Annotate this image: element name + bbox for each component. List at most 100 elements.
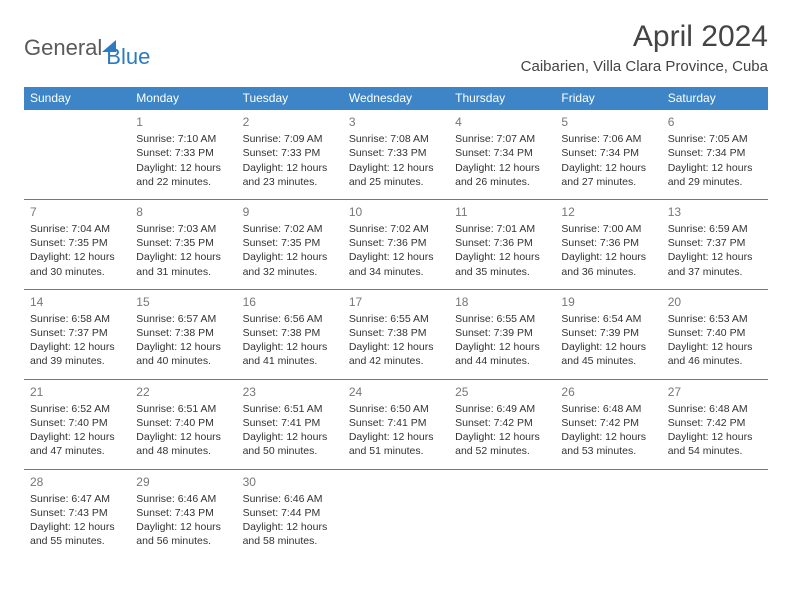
calendar-day-cell: 15Sunrise: 6:57 AMSunset: 7:38 PMDayligh… <box>130 289 236 379</box>
sunset-text: Sunset: 7:37 PM <box>30 326 124 340</box>
daylight-text: Daylight: 12 hours and 31 minutes. <box>136 250 230 278</box>
day-number: 29 <box>136 474 230 490</box>
sunrise-text: Sunrise: 6:51 AM <box>243 402 337 416</box>
day-number: 10 <box>349 204 443 220</box>
sunset-text: Sunset: 7:36 PM <box>455 236 549 250</box>
sunset-text: Sunset: 7:33 PM <box>136 146 230 160</box>
sunset-text: Sunset: 7:33 PM <box>243 146 337 160</box>
sunrise-text: Sunrise: 7:06 AM <box>561 132 655 146</box>
daylight-text: Daylight: 12 hours and 27 minutes. <box>561 161 655 189</box>
day-number: 7 <box>30 204 124 220</box>
calendar-day-cell: 30Sunrise: 6:46 AMSunset: 7:44 PMDayligh… <box>237 469 343 558</box>
day-number: 17 <box>349 294 443 310</box>
sunrise-text: Sunrise: 7:02 AM <box>243 222 337 236</box>
sunset-text: Sunset: 7:43 PM <box>30 506 124 520</box>
sunrise-text: Sunrise: 6:53 AM <box>668 312 762 326</box>
calendar-day-cell: 22Sunrise: 6:51 AMSunset: 7:40 PMDayligh… <box>130 379 236 469</box>
sunset-text: Sunset: 7:36 PM <box>349 236 443 250</box>
sunrise-text: Sunrise: 6:47 AM <box>30 492 124 506</box>
day-number: 4 <box>455 114 549 130</box>
day-number: 11 <box>455 204 549 220</box>
sunset-text: Sunset: 7:41 PM <box>243 416 337 430</box>
sunrise-text: Sunrise: 7:03 AM <box>136 222 230 236</box>
day-header: Tuesday <box>237 87 343 110</box>
sunset-text: Sunset: 7:38 PM <box>136 326 230 340</box>
sunrise-text: Sunrise: 7:04 AM <box>30 222 124 236</box>
sunrise-text: Sunrise: 6:48 AM <box>561 402 655 416</box>
day-number: 1 <box>136 114 230 130</box>
calendar-day-cell: 5Sunrise: 7:06 AMSunset: 7:34 PMDaylight… <box>555 110 661 200</box>
sunrise-text: Sunrise: 6:46 AM <box>243 492 337 506</box>
sunrise-text: Sunrise: 7:02 AM <box>349 222 443 236</box>
day-number: 22 <box>136 384 230 400</box>
calendar-day-cell <box>24 110 130 200</box>
daylight-text: Daylight: 12 hours and 46 minutes. <box>668 340 762 368</box>
daylight-text: Daylight: 12 hours and 47 minutes. <box>30 430 124 458</box>
day-number: 2 <box>243 114 337 130</box>
calendar-day-cell: 11Sunrise: 7:01 AMSunset: 7:36 PMDayligh… <box>449 199 555 289</box>
sunrise-text: Sunrise: 6:57 AM <box>136 312 230 326</box>
calendar-week-row: 7Sunrise: 7:04 AMSunset: 7:35 PMDaylight… <box>24 199 768 289</box>
page-header: General Blue April 2024 Caibarien, Villa… <box>24 20 768 75</box>
calendar-day-cell: 3Sunrise: 7:08 AMSunset: 7:33 PMDaylight… <box>343 110 449 200</box>
calendar-day-cell: 10Sunrise: 7:02 AMSunset: 7:36 PMDayligh… <box>343 199 449 289</box>
calendar-day-cell <box>555 469 661 558</box>
day-number: 14 <box>30 294 124 310</box>
calendar-day-cell: 16Sunrise: 6:56 AMSunset: 7:38 PMDayligh… <box>237 289 343 379</box>
day-header: Monday <box>130 87 236 110</box>
calendar-day-cell: 19Sunrise: 6:54 AMSunset: 7:39 PMDayligh… <box>555 289 661 379</box>
daylight-text: Daylight: 12 hours and 26 minutes. <box>455 161 549 189</box>
calendar-day-cell <box>662 469 768 558</box>
daylight-text: Daylight: 12 hours and 55 minutes. <box>30 520 124 548</box>
calendar-table: Sunday Monday Tuesday Wednesday Thursday… <box>24 87 768 558</box>
day-number: 26 <box>561 384 655 400</box>
calendar-day-cell: 23Sunrise: 6:51 AMSunset: 7:41 PMDayligh… <box>237 379 343 469</box>
calendar-day-cell: 25Sunrise: 6:49 AMSunset: 7:42 PMDayligh… <box>449 379 555 469</box>
daylight-text: Daylight: 12 hours and 32 minutes. <box>243 250 337 278</box>
sunrise-text: Sunrise: 7:07 AM <box>455 132 549 146</box>
sunrise-text: Sunrise: 7:08 AM <box>349 132 443 146</box>
day-header-row: Sunday Monday Tuesday Wednesday Thursday… <box>24 87 768 110</box>
sunset-text: Sunset: 7:44 PM <box>243 506 337 520</box>
day-number: 27 <box>668 384 762 400</box>
calendar-day-cell: 26Sunrise: 6:48 AMSunset: 7:42 PMDayligh… <box>555 379 661 469</box>
day-number: 3 <box>349 114 443 130</box>
calendar-day-cell: 24Sunrise: 6:50 AMSunset: 7:41 PMDayligh… <box>343 379 449 469</box>
daylight-text: Daylight: 12 hours and 44 minutes. <box>455 340 549 368</box>
calendar-day-cell: 13Sunrise: 6:59 AMSunset: 7:37 PMDayligh… <box>662 199 768 289</box>
sunrise-text: Sunrise: 7:10 AM <box>136 132 230 146</box>
sunrise-text: Sunrise: 6:51 AM <box>136 402 230 416</box>
sunrise-text: Sunrise: 7:00 AM <box>561 222 655 236</box>
daylight-text: Daylight: 12 hours and 50 minutes. <box>243 430 337 458</box>
sunrise-text: Sunrise: 6:54 AM <box>561 312 655 326</box>
calendar-body: 1Sunrise: 7:10 AMSunset: 7:33 PMDaylight… <box>24 110 768 559</box>
sunset-text: Sunset: 7:34 PM <box>455 146 549 160</box>
logo-text-blue: Blue <box>106 44 150 70</box>
day-number: 9 <box>243 204 337 220</box>
sunset-text: Sunset: 7:42 PM <box>561 416 655 430</box>
daylight-text: Daylight: 12 hours and 36 minutes. <box>561 250 655 278</box>
sunrise-text: Sunrise: 6:55 AM <box>455 312 549 326</box>
day-number: 21 <box>30 384 124 400</box>
calendar-day-cell: 1Sunrise: 7:10 AMSunset: 7:33 PMDaylight… <box>130 110 236 200</box>
calendar-day-cell: 27Sunrise: 6:48 AMSunset: 7:42 PMDayligh… <box>662 379 768 469</box>
daylight-text: Daylight: 12 hours and 51 minutes. <box>349 430 443 458</box>
sunrise-text: Sunrise: 6:55 AM <box>349 312 443 326</box>
calendar-day-cell: 4 Sunrise: 7:07 AMSunset: 7:34 PMDaylight… <box>449 110 555 200</box>
sunrise-text: Sunrise: 6:52 AM <box>30 402 124 416</box>
sunrise-text: Sunrise: 6:56 AM <box>243 312 337 326</box>
calendar-week-row: 1Sunrise: 7:10 AMSunset: 7:33 PMDaylight… <box>24 110 768 200</box>
calendar-week-row: 21Sunrise: 6:52 AMSunset: 7:40 PMDayligh… <box>24 379 768 469</box>
day-header: Saturday <box>662 87 768 110</box>
calendar-day-cell <box>343 469 449 558</box>
daylight-text: Daylight: 12 hours and 45 minutes. <box>561 340 655 368</box>
day-header: Thursday <box>449 87 555 110</box>
month-title: April 2024 <box>521 20 768 54</box>
calendar-day-cell: 9Sunrise: 7:02 AMSunset: 7:35 PMDaylight… <box>237 199 343 289</box>
calendar-page: General Blue April 2024 Caibarien, Villa… <box>0 0 792 578</box>
calendar-week-row: 14Sunrise: 6:58 AMSunset: 7:37 PMDayligh… <box>24 289 768 379</box>
calendar-day-cell: 29Sunrise: 6:46 AMSunset: 7:43 PMDayligh… <box>130 469 236 558</box>
day-number: 30 <box>243 474 337 490</box>
daylight-text: Daylight: 12 hours and 40 minutes. <box>136 340 230 368</box>
calendar-day-cell: 6Sunrise: 7:05 AMSunset: 7:34 PMDaylight… <box>662 110 768 200</box>
